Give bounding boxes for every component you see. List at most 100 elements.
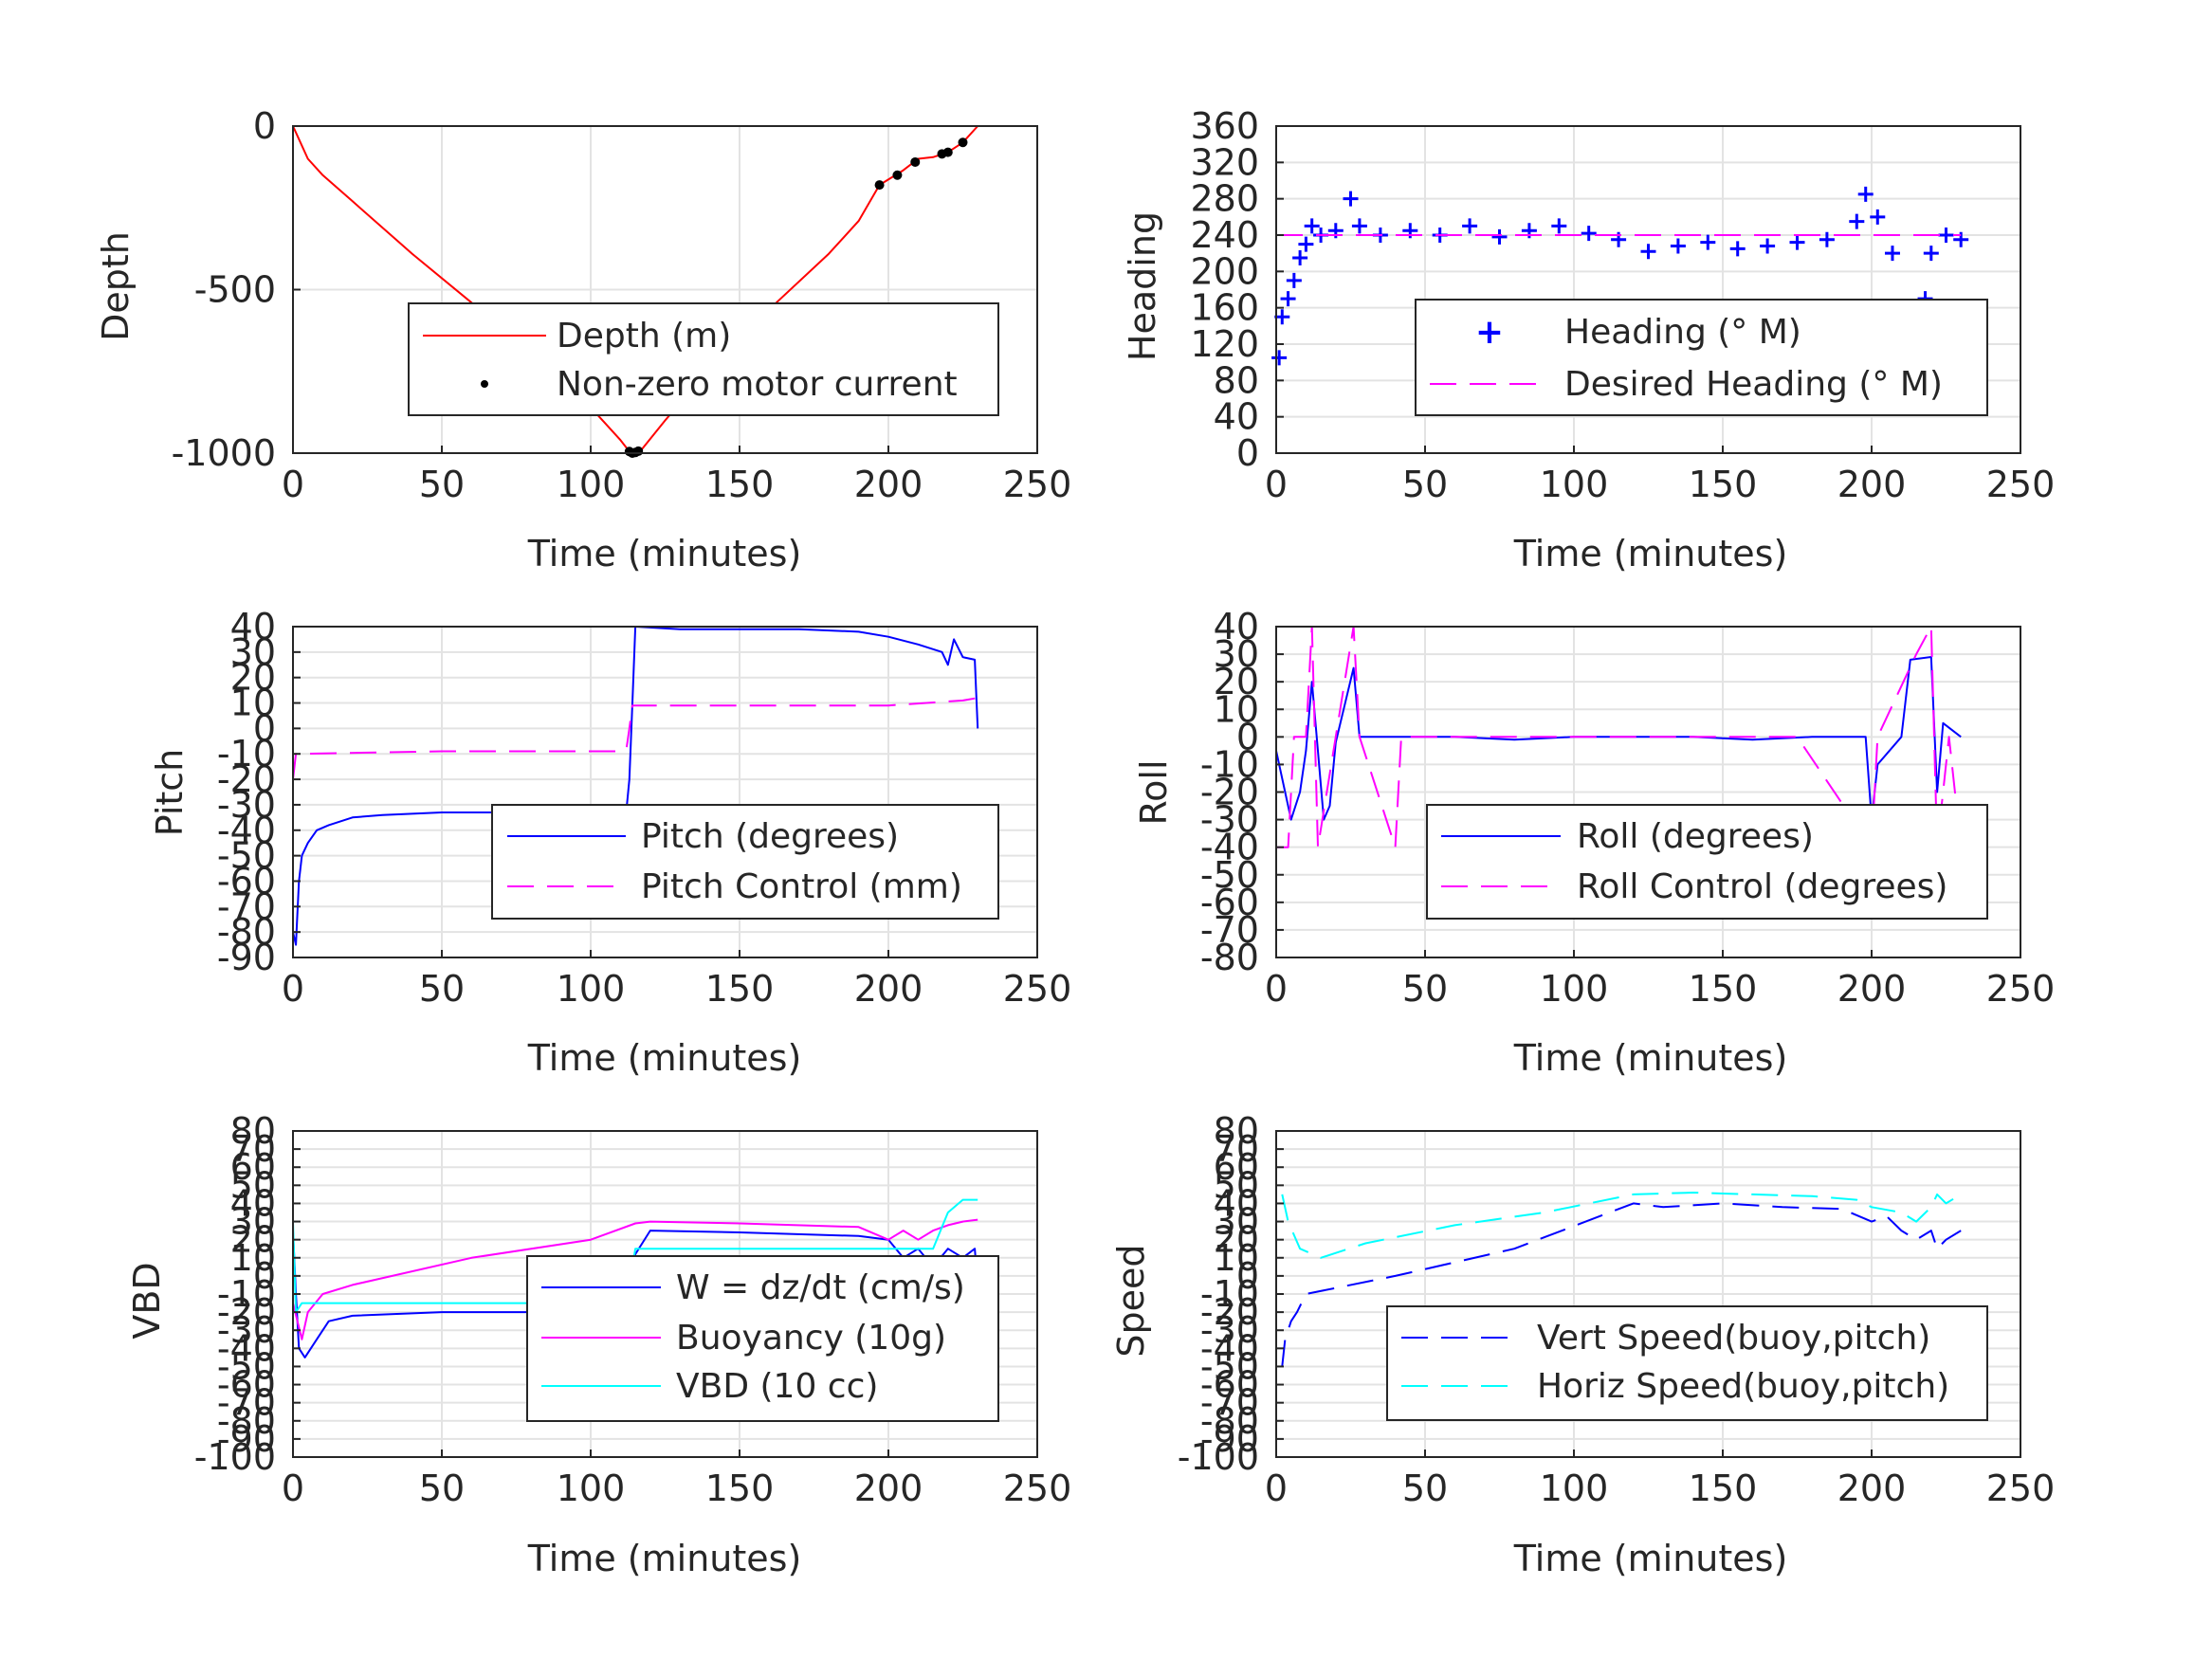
data-point	[1271, 350, 1288, 366]
x-tick-label: 250	[1003, 464, 1072, 505]
y-tick-label: 50	[1214, 1164, 1259, 1206]
y-tick-label: 20	[230, 1219, 276, 1261]
xlabel: Time (minutes)	[1513, 1538, 1788, 1579]
y-tick-label: -500	[194, 269, 276, 311]
y-tick-label: -50	[217, 1345, 276, 1387]
series-line	[1275, 656, 1962, 821]
y-tick-label: -40	[1200, 827, 1259, 868]
legend: W = dz/dt (cm/s) Buoyancy (10g) VBD (10 …	[526, 1255, 999, 1422]
legend: Depth (m) Non-zero motor current	[408, 302, 999, 416]
data-point	[1870, 209, 1886, 225]
legend-box	[408, 302, 999, 416]
y-tick-label: 40	[1214, 1182, 1259, 1224]
y-tick-label: 30	[230, 1201, 276, 1243]
legend-label-vbd: VBD (10 cc)	[676, 1367, 878, 1406]
legend-label-pitch-control: Pitch Control (mm)	[641, 867, 962, 906]
x-tick-label: 50	[1402, 1468, 1448, 1509]
x-tick-label: 0	[282, 1468, 304, 1509]
y-tick-label: 0	[253, 105, 276, 147]
y-tick-label: -40	[217, 1327, 276, 1369]
data-point	[1551, 218, 1567, 234]
series-line	[292, 626, 979, 946]
data-point	[1298, 236, 1314, 252]
y-tick-label: -90	[217, 937, 276, 978]
data-point	[1292, 249, 1308, 265]
y-tick-label: -1000	[172, 432, 276, 474]
y-tick-label: -20	[1200, 772, 1259, 813]
x-tick-label: 250	[1003, 968, 1072, 1010]
x-tick-label: 200	[1837, 968, 1907, 1010]
xlabel: Time (minutes)	[527, 1538, 802, 1579]
x-tick-label: 100	[557, 1468, 626, 1509]
x-tick-label: 0	[1265, 968, 1288, 1010]
legend-label-heading: Heading (° M)	[1564, 313, 1801, 352]
y-tick-label: -100	[1178, 1436, 1259, 1478]
y-tick-label: -70	[1200, 909, 1259, 951]
axes-frame	[292, 626, 1038, 958]
data-point	[1938, 228, 1954, 243]
x-tick-label: 100	[1540, 968, 1609, 1010]
legend-label-buoyancy: Buoyancy (10g)	[676, 1319, 946, 1358]
y-tick-label: 40	[1214, 606, 1259, 647]
legend-label-horiz-speed: Horiz Speed(buoy,pitch)	[1537, 1367, 1949, 1406]
y-tick-label: -50	[1200, 854, 1259, 896]
series-line	[292, 697, 978, 780]
series-line	[292, 1198, 978, 1314]
y-tick-label: -10	[217, 733, 276, 775]
x-tick-label: 250	[1003, 1468, 1072, 1509]
x-tick-label: 250	[1986, 968, 2056, 1010]
y-tick-label: 0	[1236, 716, 1259, 757]
y-tick-label: -80	[1200, 937, 1259, 978]
x-tick-label: 100	[1540, 464, 1609, 505]
x-tick-label: 200	[1837, 464, 1907, 505]
y-tick-label: -40	[1200, 1327, 1259, 1369]
data-point	[942, 147, 953, 157]
subplot-heading: 0 50 100 150 200 2500408012016020024028032036…	[1122, 105, 2055, 574]
y-tick-label: 60	[230, 1146, 276, 1188]
y-tick-label: -30	[1200, 1309, 1259, 1351]
legend: Roll (degrees) Roll Control (degrees)	[1426, 804, 1988, 920]
xlabel: Time (minutes)	[1513, 1037, 1788, 1079]
data-point	[1700, 234, 1716, 250]
data-point	[1884, 246, 1900, 262]
y-tick-label: -60	[217, 1364, 276, 1406]
data-point	[1304, 218, 1320, 234]
subplot-pitch: 0 50 100 150 200 250-90-80-70-60-50-40-30-20-…	[149, 606, 1071, 1079]
series-2	[292, 1198, 978, 1314]
data-point	[1581, 226, 1597, 242]
y-tick-label: -10	[1200, 1273, 1259, 1315]
legend-label-roll: Roll (degrees)	[1577, 817, 1814, 856]
y-tick-label: 320	[1190, 141, 1259, 183]
y-tick-label: -80	[217, 911, 276, 953]
y-tick-label: 120	[1190, 323, 1259, 365]
y-tick-label: 40	[1214, 396, 1259, 438]
y-tick-label: -70	[217, 1382, 276, 1424]
y-tick-label: 0	[1236, 1255, 1259, 1297]
data-point	[1670, 238, 1686, 254]
data-point	[1857, 186, 1874, 202]
series-line	[1281, 1192, 1962, 1259]
y-tick-label: -20	[217, 1291, 276, 1333]
legend-label-roll-control: Roll Control (degrees)	[1577, 867, 1947, 906]
x-tick-label: 100	[557, 968, 626, 1010]
y-tick-label: -10	[217, 1273, 276, 1315]
x-tick-label: 0	[1265, 464, 1288, 505]
x-tick-label: 150	[705, 968, 775, 1010]
data-point	[1849, 213, 1865, 229]
legend-box	[1426, 804, 1988, 920]
legend: + Heading (° M) Desired Heading (° M)	[1415, 299, 1988, 416]
legend: Vert Speed(buoy,pitch) Horiz Speed(buoy,…	[1386, 1305, 1988, 1421]
data-point	[1286, 272, 1302, 288]
x-tick-label: 50	[1402, 968, 1448, 1010]
y-tick-label: -80	[217, 1400, 276, 1442]
y-tick-label: 40	[230, 606, 276, 647]
data-point	[1351, 218, 1367, 234]
y-tick-label: -60	[217, 860, 276, 902]
x-tick-label: 0	[282, 968, 304, 1010]
y-tick-label: -10	[1200, 743, 1259, 785]
x-tick-label: 100	[1540, 1468, 1609, 1509]
legend-label-depth: Depth (m)	[557, 317, 731, 356]
series-1	[1281, 1192, 1962, 1259]
x-tick-label: 150	[1689, 968, 1758, 1010]
y-tick-label: 20	[1214, 1219, 1259, 1261]
